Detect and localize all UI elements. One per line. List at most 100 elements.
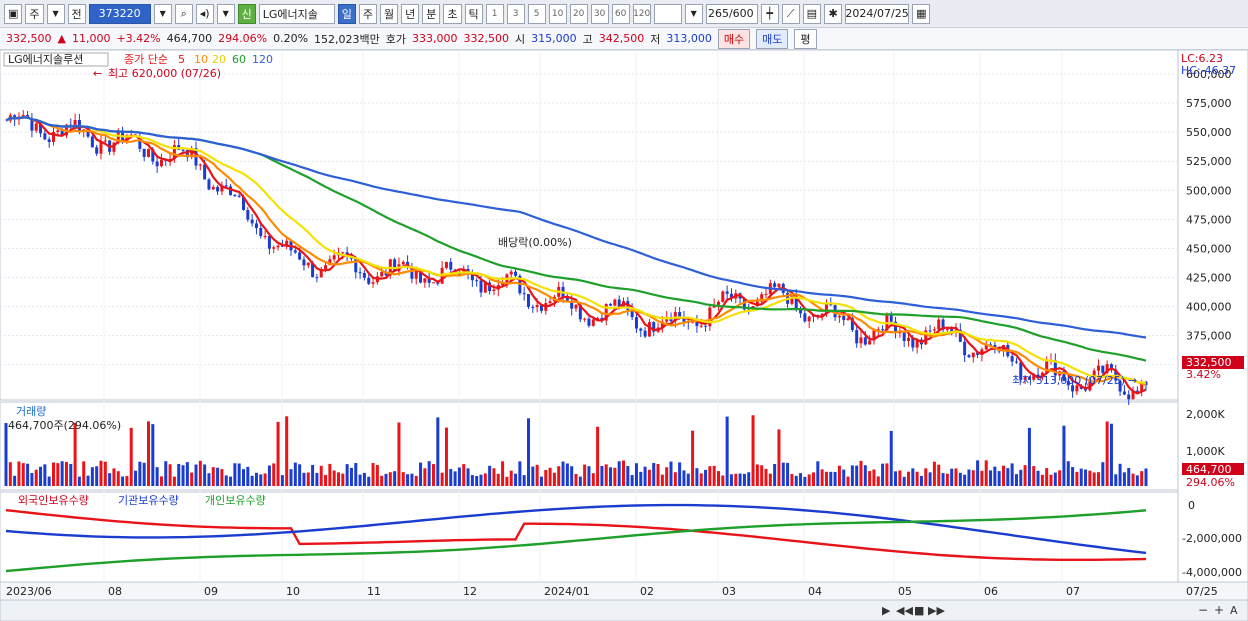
fast-forward-icon[interactable]: ▶▶ — [928, 604, 945, 617]
save-icon[interactable]: ▤ — [802, 3, 822, 24]
candle-body — [488, 282, 492, 292]
volume-bar — [678, 462, 682, 486]
volume-bar — [375, 465, 379, 486]
volume-bar — [246, 466, 250, 486]
ma-line-120 — [5, 116, 1147, 339]
stock-chart[interactable]: 600,000 575,000 550,000 525,000 500,000 475,0… — [0, 50, 1248, 621]
x-axis-label: 06 — [984, 585, 998, 598]
stock-name-field[interactable]: LG에너지솔 — [258, 3, 335, 24]
buy-button[interactable]: 매수 — [717, 28, 751, 49]
range-1[interactable]: 1 — [485, 3, 504, 24]
volume-bar — [816, 461, 820, 486]
range-5[interactable]: 5 — [527, 3, 546, 24]
period-unit-select[interactable]: 주 — [25, 3, 44, 24]
candle-body — [423, 278, 427, 283]
eval-button[interactable]: 평 — [794, 28, 817, 49]
gear-icon[interactable]: ✱ — [824, 3, 843, 24]
range-3[interactable]: 3 — [506, 3, 525, 24]
y-tick-label: 475,000 — [1186, 213, 1232, 226]
chart-type-icon[interactable]: ▣ — [4, 3, 23, 24]
y-tick-label: 575,000 — [1186, 97, 1232, 110]
volume-bar — [488, 465, 492, 486]
candle-body — [1019, 362, 1023, 380]
search-icon[interactable]: ⌕ — [174, 3, 193, 24]
volume-bar — [501, 461, 505, 486]
volume-bar — [1118, 463, 1122, 486]
tab-tick[interactable]: 틱 — [464, 3, 483, 24]
prev-button[interactable]: 전 — [67, 3, 86, 24]
stop-icon[interactable]: ■ — [914, 604, 924, 617]
volume-bar — [164, 461, 168, 486]
holdings-tick-4m: -4,000,000 — [1182, 566, 1242, 579]
candle-body — [492, 289, 496, 292]
range-120[interactable]: 120 — [632, 3, 651, 24]
range-dropdown-icon[interactable]: ▼ — [684, 3, 703, 24]
chevron-down-icon[interactable]: ▼ — [46, 3, 65, 24]
volume-bar — [514, 473, 518, 486]
volume-bar — [1101, 462, 1105, 486]
speaker-dropdown-icon[interactable]: ▼ — [216, 3, 235, 24]
candle-body — [742, 298, 746, 310]
range-10[interactable]: 10 — [548, 3, 567, 24]
candle-body — [380, 272, 384, 277]
open-price: 315,000 — [531, 32, 577, 45]
volume-bar — [911, 468, 915, 486]
date-input[interactable]: 2024/07/25 — [845, 3, 910, 24]
volume-bar — [721, 475, 725, 486]
tab-minute[interactable]: 분 — [422, 3, 441, 24]
volume-bar — [216, 467, 220, 486]
tab-day[interactable]: 일 — [337, 3, 356, 24]
range-60[interactable]: 60 — [611, 3, 630, 24]
range-30[interactable]: 30 — [590, 3, 609, 24]
candle-body — [1084, 388, 1088, 391]
volume-bar — [95, 466, 99, 486]
candle-body — [794, 295, 798, 310]
price-panel[interactable] — [0, 50, 1179, 401]
candle-body — [898, 332, 902, 334]
range-20[interactable]: 20 — [569, 3, 588, 24]
candle-body — [868, 340, 872, 345]
candle-body — [587, 318, 591, 326]
volume-bar — [837, 465, 841, 486]
candle-tool-icon[interactable]: ┿ — [760, 3, 779, 24]
code-dropdown-icon[interactable]: ▼ — [153, 3, 172, 24]
tab-year[interactable]: 년 — [401, 3, 420, 24]
candle-body — [643, 330, 647, 337]
stock-code-input[interactable]: 373220 — [88, 3, 151, 24]
count-input[interactable]: 265 /600 — [705, 3, 758, 24]
candle-body — [574, 304, 578, 309]
trend-tool-icon[interactable]: ⟋ — [781, 3, 800, 24]
volume-bar — [889, 430, 893, 486]
volume-bar — [388, 472, 392, 486]
volume-bar — [479, 474, 483, 486]
credit-badge[interactable]: 신 — [237, 3, 256, 24]
range-custom-input[interactable] — [653, 3, 682, 24]
zoom-out-icon[interactable]: − — [1198, 603, 1208, 617]
font-size-icon[interactable]: A — [1230, 604, 1238, 617]
tab-second[interactable]: 초 — [443, 3, 462, 24]
rewind-icon[interactable]: ◀◀ — [896, 604, 913, 617]
calendar-icon[interactable]: ▦ — [912, 3, 931, 24]
zoom-in-icon[interactable]: + — [1214, 603, 1224, 617]
candle-body — [717, 301, 720, 305]
speaker-icon[interactable]: ◂) — [195, 3, 214, 24]
volume-bar — [194, 464, 198, 486]
holdings-lines — [5, 503, 1147, 573]
stock-label-box[interactable] — [3, 52, 109, 67]
sell-button[interactable]: 매도 — [756, 28, 789, 49]
tab-month[interactable]: 월 — [380, 3, 399, 24]
candle-body — [56, 130, 60, 133]
volume-bar — [250, 475, 254, 486]
tab-week[interactable]: 주 — [358, 3, 378, 24]
scroll-right-icon[interactable]: ▶ — [882, 604, 891, 617]
volume-bar — [172, 476, 176, 486]
volume-bar — [928, 472, 932, 486]
volume-bar — [82, 461, 86, 486]
volume-bar — [280, 475, 284, 486]
volume-bar — [56, 463, 60, 486]
candle-body — [937, 319, 941, 330]
ma-20: 20 — [212, 53, 226, 66]
volume-bar — [77, 476, 81, 486]
scroll-bar[interactable] — [0, 599, 1248, 621]
volume-pct-tag: 294.06% — [1186, 476, 1235, 489]
